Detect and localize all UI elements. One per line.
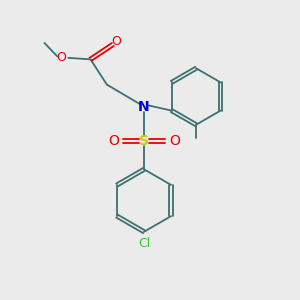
Text: O: O [112,35,122,48]
Text: Cl: Cl [138,237,150,250]
Text: O: O [169,134,180,148]
Text: N: N [138,100,150,114]
Text: O: O [56,51,66,64]
Text: S: S [139,134,149,148]
Text: O: O [108,134,119,148]
